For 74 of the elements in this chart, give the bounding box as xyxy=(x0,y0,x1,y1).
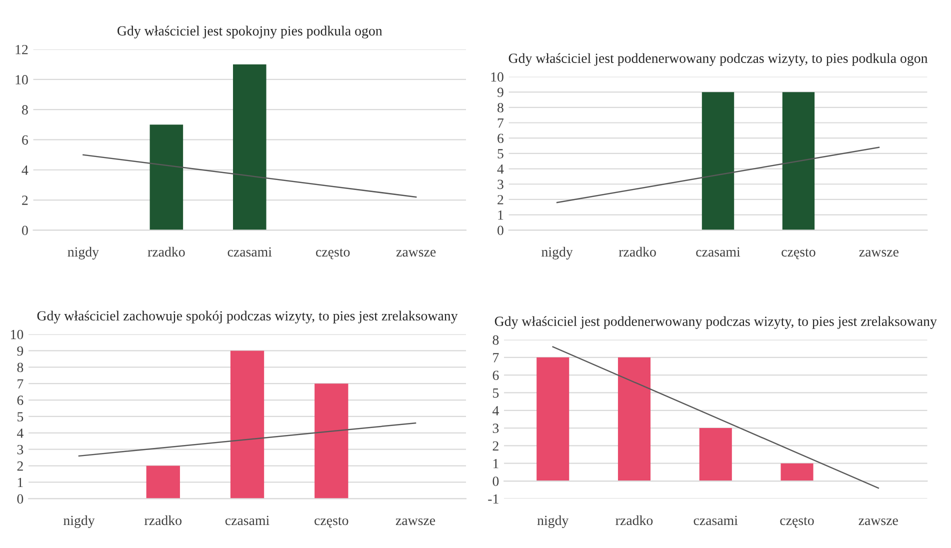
chart-title: Gdy właściciel jest spokojny pies podkula ogon xyxy=(118,26,382,38)
y-tick-label: 1 xyxy=(18,478,23,488)
y-tick-label: -1 xyxy=(488,494,498,504)
y-tick-label: 6 xyxy=(498,134,504,144)
y-tick-label: 0 xyxy=(492,476,499,486)
y-tick-label: 1 xyxy=(498,210,504,220)
y-tick-label: 3 xyxy=(498,180,504,190)
x-tick-label: zawsze xyxy=(396,250,436,257)
y-tick-label: 3 xyxy=(492,424,499,434)
line-series xyxy=(552,346,880,489)
y-tick-label: 9 xyxy=(497,88,504,98)
y-tick-label: 4 xyxy=(22,166,28,175)
x-tick-label: nigdy xyxy=(64,515,95,528)
line-series xyxy=(82,154,417,198)
y-tick-label: 4 xyxy=(16,428,24,438)
y-tick-label: 5 xyxy=(18,412,24,422)
y-tick-label: 6 xyxy=(492,370,499,380)
x-tick-label: nigdy xyxy=(537,515,569,528)
chart-title: Gdy właściciel zachowuje spokój podczas wizyty, to pies jest zrelaksowany xyxy=(37,310,458,324)
y-tick-label: 4 xyxy=(497,164,504,174)
y-tick-label: 3 xyxy=(17,444,24,454)
bar xyxy=(699,428,732,482)
chart-title: Gdy właściciel jest poddenerwowany podczas wizyty, to pies podkula ogon xyxy=(508,53,928,66)
x-tick-label: czasami xyxy=(225,516,270,526)
y-tick-label: 6 xyxy=(17,396,24,405)
x-tick-label: rzadko xyxy=(616,515,653,526)
bar xyxy=(146,466,180,499)
y-tick-label: 0 xyxy=(498,226,504,236)
y-tick-label: 8 xyxy=(22,105,28,115)
y-tick-label: 5 xyxy=(498,149,504,158)
bar xyxy=(230,350,264,499)
y-tick-label: 10 xyxy=(491,72,504,82)
bar xyxy=(314,384,348,499)
line-series xyxy=(78,422,416,457)
x-tick-label: zawsze xyxy=(396,518,436,526)
y-tick-label: 0 xyxy=(22,226,28,236)
x-tick-label: rzadko xyxy=(144,515,182,526)
line-series xyxy=(556,146,880,204)
x-tick-label: często xyxy=(780,517,814,528)
bar xyxy=(536,357,570,482)
y-tick-label: 6 xyxy=(22,135,28,145)
chart-title: Gdy właściciel jest poddenerwowany podczas wizyty, to pies jest zrelaksowany xyxy=(494,316,937,329)
y-tick-label: 9 xyxy=(17,346,24,356)
bar xyxy=(780,463,814,482)
x-tick-label: często xyxy=(316,248,350,260)
x-tick-label: często xyxy=(782,248,816,260)
y-tick-label: 7 xyxy=(498,118,504,128)
y-tick-label: 5 xyxy=(493,388,499,398)
x-tick-label: często xyxy=(314,517,348,528)
y-tick-label: 8 xyxy=(492,335,499,345)
y-tick-label: 7 xyxy=(18,379,24,388)
y-tick-label: 8 xyxy=(17,362,24,372)
x-tick-label: zawsze xyxy=(859,250,899,257)
y-tick-label: 10 xyxy=(16,75,28,84)
y-tick-label: 8 xyxy=(498,102,504,112)
x-tick-label: zawsze xyxy=(858,518,898,526)
y-tick-label: 0 xyxy=(17,494,24,504)
y-tick-label: 1 xyxy=(493,459,498,468)
bar xyxy=(618,357,651,482)
x-tick-label: czasami xyxy=(696,247,740,257)
y-tick-label: 12 xyxy=(16,44,28,54)
y-tick-label: 2 xyxy=(498,195,504,204)
y-tick-label: 4 xyxy=(492,406,499,416)
x-tick-label: rzadko xyxy=(618,246,656,257)
y-tick-label: 2 xyxy=(492,441,498,451)
y-tick-label: 2 xyxy=(17,461,23,471)
y-tick-label: 7 xyxy=(493,353,499,362)
x-tick-label: nigdy xyxy=(68,246,99,260)
y-tick-label: 2 xyxy=(22,196,28,205)
x-tick-label: czasami xyxy=(694,516,738,526)
x-tick-label: rzadko xyxy=(148,246,185,257)
x-tick-label: czasami xyxy=(228,247,272,257)
x-tick-label: nigdy xyxy=(542,246,573,260)
y-tick-label: 10 xyxy=(11,330,24,340)
